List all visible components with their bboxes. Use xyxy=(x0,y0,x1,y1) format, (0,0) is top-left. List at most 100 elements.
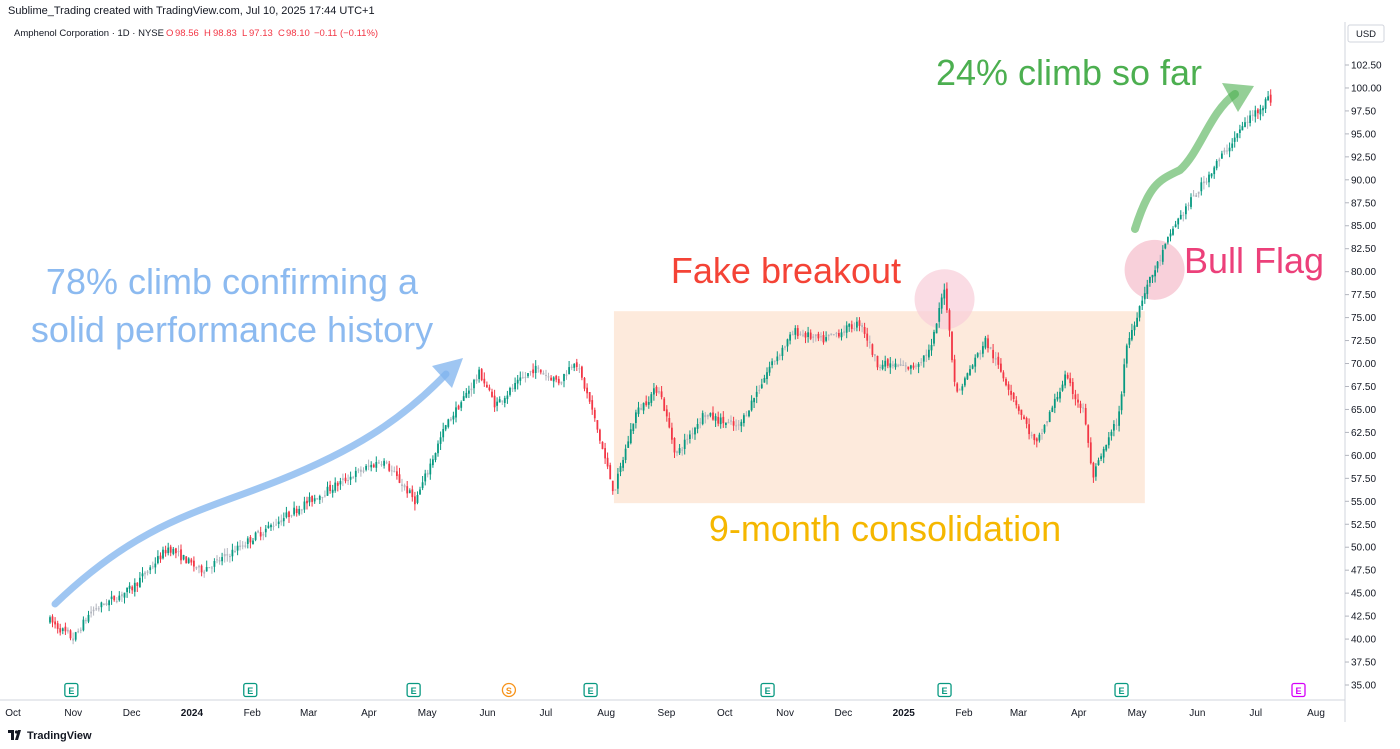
price-tick-label: 45.00 xyxy=(1351,589,1376,600)
candle-body xyxy=(563,374,565,382)
candle-body xyxy=(766,372,768,379)
time-axis[interactable]: Oct Nov Dec 2024 Feb Mar Apr May Jun Jul Aug Sep Oct… xyxy=(5,708,1325,719)
candle-body xyxy=(650,394,653,403)
price-tick-label: 57.50 xyxy=(1351,474,1376,485)
candle-body xyxy=(362,470,365,472)
candle-body xyxy=(691,433,694,435)
consolidation-box xyxy=(613,311,1145,504)
candle-body xyxy=(974,357,977,367)
candle-body xyxy=(802,334,804,336)
candle-body xyxy=(229,556,231,558)
candle-body xyxy=(1023,416,1025,420)
candle-body xyxy=(503,398,506,403)
candle-body xyxy=(632,423,635,431)
candle-body xyxy=(1257,109,1259,114)
candle-body xyxy=(221,557,223,562)
candle-body xyxy=(881,364,884,369)
candle-body xyxy=(1089,442,1092,464)
candle-body xyxy=(858,320,861,326)
candle-body xyxy=(295,508,298,513)
climb-so-far-arrow-head xyxy=(1222,83,1254,112)
candle-body xyxy=(67,629,69,632)
candle-body xyxy=(92,609,95,612)
candle-body xyxy=(157,556,159,564)
candle-body xyxy=(529,371,532,373)
candle-body xyxy=(90,611,92,614)
price-tick-label: 95.00 xyxy=(1351,129,1376,140)
candle-body xyxy=(113,595,116,601)
candle-body xyxy=(311,495,313,502)
candle-body xyxy=(372,464,375,468)
candle-body xyxy=(498,399,501,403)
candle-body xyxy=(318,496,321,500)
candle-body xyxy=(452,415,455,420)
candle-body xyxy=(863,327,866,334)
candle-body xyxy=(339,481,342,485)
candle-body xyxy=(971,365,974,369)
candle-body xyxy=(902,365,905,366)
candle-body xyxy=(133,582,136,592)
candle-body xyxy=(799,333,802,335)
candle-body xyxy=(1038,434,1041,441)
candle-body xyxy=(336,482,339,486)
candle-body xyxy=(743,415,745,424)
candle-body xyxy=(326,486,329,496)
candle-body xyxy=(154,563,157,568)
candle-body xyxy=(542,372,545,375)
candle-body xyxy=(1174,224,1177,227)
candle-body xyxy=(1192,195,1195,197)
candle-body xyxy=(1159,260,1162,261)
candle-body xyxy=(408,490,411,494)
candle-body xyxy=(298,508,301,515)
candle-body xyxy=(606,457,609,467)
candle-body xyxy=(578,368,581,370)
event-marker-e: E xyxy=(64,682,79,698)
candle-body xyxy=(925,354,928,356)
candle-body xyxy=(177,551,180,553)
candle-body xyxy=(758,389,761,391)
candle-body xyxy=(118,595,121,601)
candle-body xyxy=(727,422,730,424)
candle-body xyxy=(591,400,594,410)
ohlc-open-label: O xyxy=(166,28,173,39)
currency-label: USD xyxy=(1356,29,1376,40)
candle-body xyxy=(264,528,267,533)
price-tick-label: 72.50 xyxy=(1351,336,1376,347)
candle-body xyxy=(1028,424,1030,435)
candle-body xyxy=(288,511,290,517)
candle-body xyxy=(491,391,493,397)
candle-body xyxy=(1146,284,1149,295)
candle-body xyxy=(817,333,820,339)
ohlc-close: 98.10 xyxy=(286,28,310,39)
candle-body xyxy=(532,369,534,374)
candle-body xyxy=(722,416,725,424)
candle-body xyxy=(904,365,907,367)
candle-body xyxy=(822,335,825,343)
candle-body xyxy=(889,363,892,368)
price-tick-label: 102.50 xyxy=(1351,61,1382,72)
candle-body xyxy=(203,571,206,574)
candle-body xyxy=(789,334,791,341)
candle-body xyxy=(246,538,249,544)
candle-body xyxy=(172,548,175,554)
candle-body xyxy=(840,332,843,338)
candle-body xyxy=(424,473,427,482)
candle-body xyxy=(946,288,948,311)
candle-body xyxy=(933,331,935,344)
candle-body xyxy=(249,537,252,543)
candle-body xyxy=(550,377,552,381)
candle-body xyxy=(1151,274,1154,278)
candle-body xyxy=(1141,300,1144,306)
candle-body xyxy=(77,631,80,633)
candle-body xyxy=(527,373,529,377)
candle-body xyxy=(987,338,989,349)
price-axis[interactable]: 102.50 100.00 97.50 95.00 92.50 90.00 87.50 85.… xyxy=(1345,61,1382,692)
candle-body xyxy=(370,464,373,468)
candle-body xyxy=(1077,399,1079,403)
currency-badge[interactable]: USD xyxy=(1347,24,1385,43)
candle-body xyxy=(468,390,470,394)
price-chart[interactable]: 78% climb confirming a solid performance … xyxy=(0,22,1400,722)
candle-body xyxy=(820,336,822,338)
candle-body xyxy=(755,391,758,397)
